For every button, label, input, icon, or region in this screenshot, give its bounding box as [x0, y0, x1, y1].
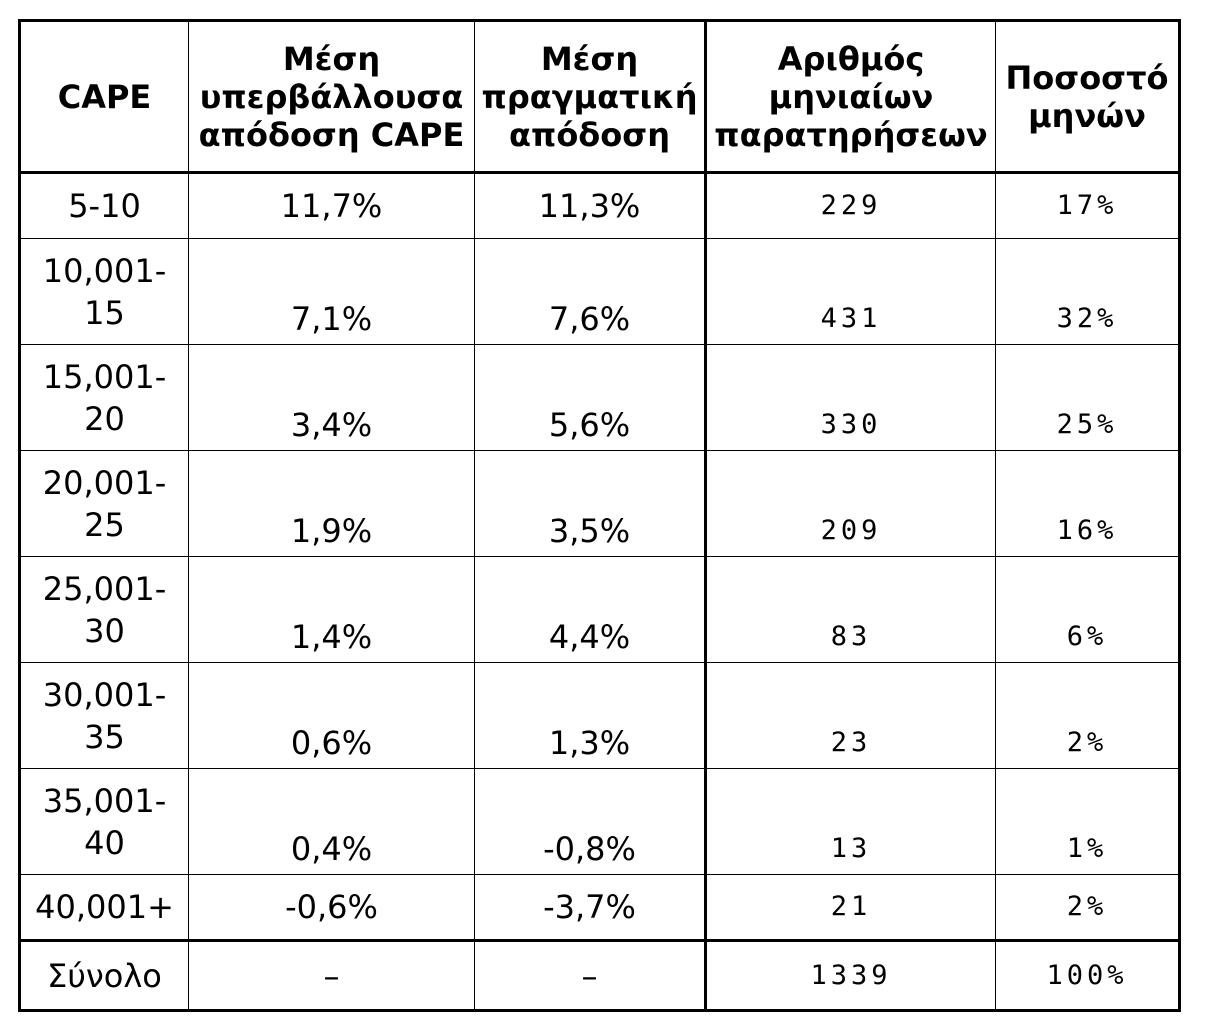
percent-cell: 1% — [995, 768, 1180, 875]
real-return-cell: 7,6% — [474, 238, 706, 345]
real-return-cell: 3,5% — [474, 450, 706, 557]
real-return-cell: -0,8% — [474, 768, 706, 875]
observations-cell: 229 — [704, 172, 996, 239]
observations-cell: 209 — [704, 450, 996, 557]
percent-cell: 32% — [995, 238, 1180, 345]
excess-return-cell: 11,7% — [188, 172, 475, 239]
cape-range-cell: 15,001-20 — [19, 344, 189, 451]
table-row: 25,001-30 1,4% 4,4% 83 6% — [19, 556, 1180, 663]
percent-cell: 25% — [995, 344, 1180, 451]
real-return-cell: 5,6% — [474, 344, 706, 451]
real-return-cell: 11,3% — [474, 172, 706, 239]
percent-cell: 16% — [995, 450, 1180, 557]
header-percent-months: Ποσοστό μηνών — [995, 20, 1180, 174]
table-row: 35,001-40 0,4% -0,8% 13 1% — [19, 768, 1180, 875]
total-excess-cell: – — [188, 939, 475, 1011]
header-cape: CAPE — [19, 20, 189, 174]
excess-return-cell: 3,4% — [188, 344, 475, 451]
table-row: 10,001-15 7,1% 7,6% 431 32% — [19, 238, 1180, 345]
table-row: 5-10 11,7% 11,3% 229 17% — [19, 172, 1180, 239]
cape-range-cell: 20,001-25 — [19, 450, 189, 557]
total-observations-cell: 1339 — [704, 939, 996, 1011]
observations-cell: 23 — [704, 662, 996, 769]
cape-range-cell: 25,001-30 — [19, 556, 189, 663]
real-return-cell: 1,3% — [474, 662, 706, 769]
total-row: Σύνολο – – 1339 100% — [19, 939, 1180, 1011]
cape-range-cell: 30,001-35 — [19, 662, 189, 769]
cape-range-cell: 35,001-40 — [19, 768, 189, 875]
excess-return-cell: 0,6% — [188, 662, 475, 769]
percent-cell: 2% — [995, 662, 1180, 769]
total-real-cell: – — [474, 939, 706, 1011]
excess-return-cell: 7,1% — [188, 238, 475, 345]
excess-return-cell: -0,6% — [188, 874, 475, 941]
header-monthly-observations: Αριθμός μηνιαίων παρατηρήσεων — [704, 20, 996, 174]
header-mean-excess-return: Μέση υπερβάλλουσα απόδοση CAPE — [188, 20, 475, 174]
cape-range-cell: 5-10 — [19, 172, 189, 239]
real-return-cell: -3,7% — [474, 874, 706, 941]
total-label-cell: Σύνολο — [19, 939, 189, 1011]
cape-range-cell: 10,001-15 — [19, 238, 189, 345]
observations-cell: 83 — [704, 556, 996, 663]
real-return-cell: 4,4% — [474, 556, 706, 663]
table-row: 30,001-35 0,6% 1,3% 23 2% — [19, 662, 1180, 769]
percent-cell: 2% — [995, 874, 1180, 941]
observations-cell: 13 — [704, 768, 996, 875]
cape-range-cell: 40,001+ — [19, 874, 189, 941]
excess-return-cell: 1,4% — [188, 556, 475, 663]
excess-return-cell: 1,9% — [188, 450, 475, 557]
percent-cell: 17% — [995, 172, 1180, 239]
header-mean-real-return: Μέση πραγματική απόδοση — [474, 20, 706, 174]
table-row: 40,001+ -0,6% -3,7% 21 2% — [19, 874, 1180, 941]
total-percent-cell: 100% — [995, 939, 1180, 1011]
cape-returns-table: CAPE Μέση υπερβάλλουσα απόδοση CAPE Μέση… — [18, 19, 1181, 1012]
percent-cell: 6% — [995, 556, 1180, 663]
table-row: 15,001-20 3,4% 5,6% 330 25% — [19, 344, 1180, 451]
observations-cell: 330 — [704, 344, 996, 451]
observations-cell: 21 — [704, 874, 996, 941]
header-row: CAPE Μέση υπερβάλλουσα απόδοση CAPE Μέση… — [19, 20, 1180, 174]
observations-cell: 431 — [704, 238, 996, 345]
table-row: 20,001-25 1,9% 3,5% 209 16% — [19, 450, 1180, 557]
excess-return-cell: 0,4% — [188, 768, 475, 875]
